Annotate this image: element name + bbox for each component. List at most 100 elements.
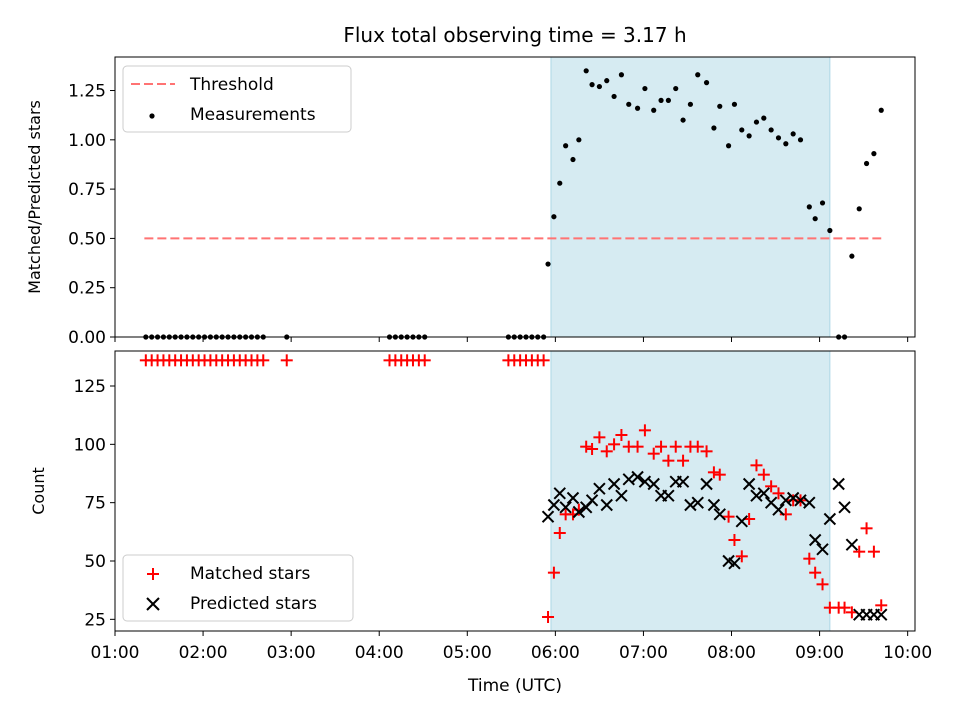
predicted-star-point — [566, 491, 580, 505]
predicted-star-point — [838, 501, 851, 514]
x-tick-label: 06:00 — [531, 643, 580, 663]
matched-star-point — [838, 601, 851, 614]
legend-matched-label: Matched stars — [190, 564, 310, 584]
matched-star-point — [875, 599, 888, 612]
matched-star-point — [750, 459, 763, 472]
top-legend: Threshold Measurements — [122, 65, 352, 133]
matched-star-point — [860, 522, 873, 535]
measurement-point — [604, 78, 610, 84]
predicted-star-point — [779, 494, 793, 507]
predicted-star-point — [593, 482, 606, 495]
predicted-star-point — [600, 498, 613, 512]
bottom-y-tick-label: 125 — [74, 377, 106, 397]
measurement-point — [551, 214, 557, 220]
measurement-point — [583, 68, 589, 74]
measurement-point — [725, 143, 732, 149]
measurement-point — [596, 83, 603, 90]
measurement-point — [753, 119, 760, 125]
top-y-tick-label: 0.50 — [68, 229, 106, 249]
predicted-star-point — [750, 489, 763, 502]
x-tick-label: 10:00 — [883, 643, 932, 663]
matched-star-point — [631, 440, 644, 453]
chart-title: Flux total observing time = 3.17 h — [343, 23, 686, 47]
bottom-shaded-window — [550, 350, 831, 632]
measurement-point — [545, 261, 551, 267]
predicted-star-point — [794, 494, 807, 507]
matched-star-point — [722, 510, 735, 523]
predicted-star-point — [772, 503, 785, 516]
matched-star-point — [280, 354, 293, 367]
matched-star-point — [647, 447, 660, 460]
matched-star-point — [809, 566, 822, 579]
predicted-star-point — [684, 498, 697, 512]
measurement-point — [576, 137, 582, 143]
matched-star-point — [615, 429, 628, 441]
predicted-star-point — [707, 498, 721, 512]
matched-star-point — [655, 440, 668, 453]
measurement-point — [739, 127, 745, 133]
predicted-star-point — [808, 533, 822, 547]
top-y-axis-label: Matched/Predicted stars — [25, 100, 44, 294]
predicted-star-point — [713, 508, 726, 521]
measurement-point — [680, 117, 686, 123]
measurement-point — [849, 253, 855, 259]
measurement-point — [634, 105, 641, 111]
matched-star-point — [586, 443, 599, 455]
measurement-point — [695, 72, 701, 78]
x-tick-label: 09:00 — [795, 643, 844, 663]
predicted-star-point — [631, 470, 644, 484]
x-tick-label: 02:00 — [179, 643, 228, 663]
predicted-star-point — [572, 505, 586, 519]
x-axis-label: Time (UTC) — [467, 676, 562, 696]
top-y-tick-label: 0.00 — [68, 328, 106, 348]
top-plot-frame — [114, 56, 916, 338]
x-tick-label: 07:00 — [619, 643, 668, 663]
measurement-point — [790, 131, 796, 137]
top-y-tick-label: 1.00 — [68, 131, 106, 151]
measurement-point — [703, 80, 710, 86]
predicted-star-point — [786, 491, 800, 505]
measurement-point — [863, 160, 870, 167]
matched-star-point — [547, 566, 560, 579]
matched-star-point — [542, 611, 555, 623]
matched-star-point — [662, 454, 675, 467]
measurement-point — [589, 82, 595, 88]
matched-star-point — [765, 480, 778, 493]
measurement-point — [665, 97, 671, 103]
measurement-point — [673, 85, 679, 92]
x-tick-label: 08:00 — [707, 643, 756, 663]
matched-star-point — [580, 440, 593, 453]
matched-star-point — [772, 487, 785, 500]
legend-measurements-swatch — [149, 113, 155, 119]
legend-matched-swatch — [147, 568, 159, 580]
matched-star-point — [867, 545, 880, 558]
x-tick-label: 05:00 — [443, 643, 492, 663]
top-panel: 0.00 0.25 0.50 0.75 1.00 1.25 Matched/Predict… — [25, 56, 916, 348]
predicted-star-point — [735, 515, 748, 528]
predicted-star-point — [742, 477, 756, 491]
measurement-point — [775, 135, 782, 141]
predicted-star-point — [547, 498, 561, 512]
bottom-y-tick-label: 25 — [84, 610, 106, 630]
measurement-point — [731, 101, 738, 107]
matched-star-point — [677, 454, 690, 467]
measurement-point — [611, 93, 617, 100]
measurement-point — [819, 200, 826, 206]
predicted-star-point — [585, 494, 599, 507]
x-tick-label: 01:00 — [91, 643, 140, 663]
bottom-legend: Matched stars Predicted stars — [122, 554, 354, 622]
matched-star-point — [593, 431, 606, 444]
x-tick-label: 04:00 — [355, 643, 404, 663]
measurement-point — [856, 206, 862, 212]
predicted-star-point — [541, 510, 555, 523]
matched-star-point — [803, 552, 816, 565]
matched-star-point — [669, 440, 682, 453]
predicted-star-point — [553, 487, 566, 500]
matched-star-point — [257, 354, 270, 367]
predicted-star-point — [875, 608, 888, 621]
measurement-point — [746, 133, 752, 139]
matched-star-point — [728, 534, 741, 546]
matched-star-point — [537, 354, 550, 367]
measurement-point — [626, 101, 632, 107]
